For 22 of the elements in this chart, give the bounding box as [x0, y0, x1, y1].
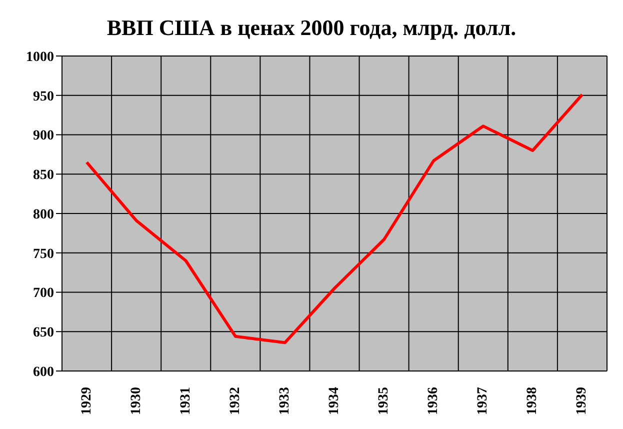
y-tick-label: 1000: [26, 50, 54, 65]
y-tick-label: 950: [33, 89, 54, 104]
y-tick-label: 700: [33, 286, 54, 302]
x-tick-label: 1929: [79, 387, 94, 415]
y-tick-label: 600: [33, 364, 54, 380]
y-tick-label: 800: [33, 207, 54, 222]
x-tick-label: 1931: [178, 387, 194, 415]
x-tick-label: 1938: [525, 387, 540, 415]
line-series: [85, 93, 584, 344]
x-tick-label: 1934: [327, 387, 342, 415]
x-tick-label: 1932: [228, 387, 243, 415]
x-tick-label: 1930: [128, 387, 144, 415]
y-tick-label: 750: [33, 246, 54, 262]
x-tick-label: 1935: [376, 387, 392, 415]
y-tick-label: 650: [33, 326, 54, 341]
y-tick-label: 850: [33, 168, 54, 184]
x-tick-label: 1933: [277, 387, 292, 415]
chart-title: ВВП США в ценах 2000 года, млрд. долл.: [106, 14, 518, 42]
y-tick-label: 900: [33, 128, 54, 144]
x-tick-label: 1937: [476, 387, 491, 415]
x-tick-label: 1939: [574, 387, 590, 415]
x-tick-label: 1936: [426, 387, 442, 415]
